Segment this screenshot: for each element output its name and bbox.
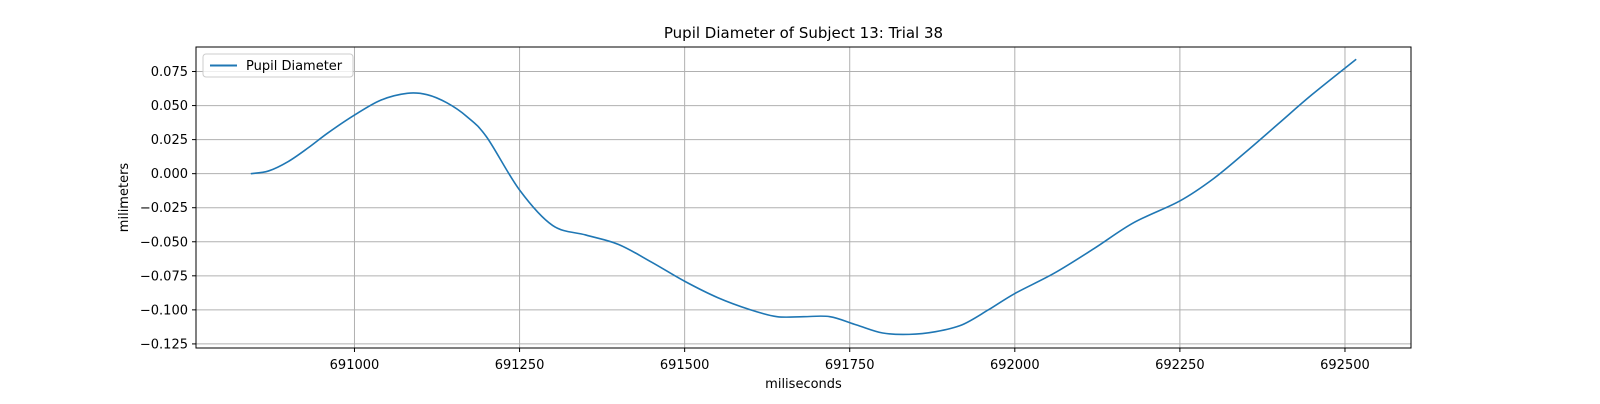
plot-frame: [195, 46, 1412, 349]
x-tick-label: 692000: [990, 358, 1040, 373]
grid: [196, 47, 1411, 348]
x-tick-label: 691000: [330, 358, 380, 373]
x-tick-label: 691750: [825, 358, 875, 373]
x-tick-label: 691500: [660, 358, 710, 373]
legend: Pupil Diameter: [202, 53, 354, 78]
y-tick-label: 0.025: [151, 133, 188, 148]
y-tick-label: 0.000: [151, 167, 188, 182]
y-axis-label: milimeters: [117, 163, 132, 233]
series-layer: [250, 58, 1357, 336]
x-axis-label: miliseconds: [765, 377, 842, 392]
y-tick-label: −0.075: [140, 269, 188, 284]
y-tick-label: −0.100: [140, 303, 188, 318]
y-tick-label: −0.025: [140, 201, 188, 216]
y-tick-label: 0.050: [151, 99, 188, 114]
ticks: 691000 691250 691500 691750 692000 692250 6925…: [140, 65, 1370, 373]
y-tick-label: −0.125: [140, 337, 188, 352]
legend-label-pupil-diameter: Pupil Diameter: [246, 59, 343, 74]
series-line-pupil-diameter: [250, 58, 1357, 336]
chart-title: Pupil Diameter of Subject 13: Trial 38: [664, 24, 943, 42]
x-tick-label: 691250: [495, 358, 545, 373]
y-tick-label: 0.075: [151, 65, 188, 80]
legend-box: [202, 53, 354, 78]
x-tick-label: 692250: [1155, 358, 1205, 373]
y-tick-label: −0.050: [140, 235, 188, 250]
x-tick-label: 692500: [1320, 358, 1370, 373]
